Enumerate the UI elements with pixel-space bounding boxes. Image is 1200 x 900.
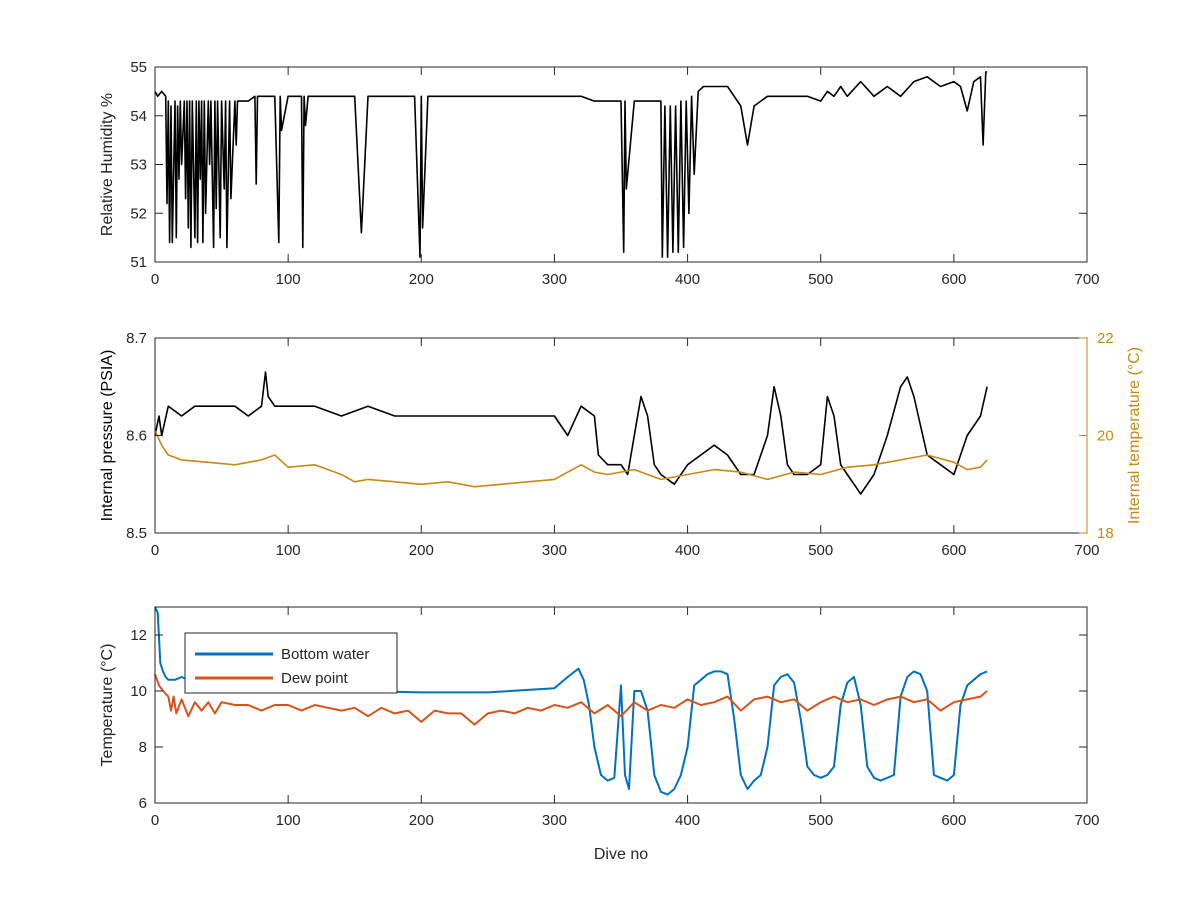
plot-frame (154, 606, 1088, 804)
y-tick-label: 53 (130, 157, 147, 174)
plot-frame (154, 337, 1088, 534)
y-tick-label: 8.5 (126, 525, 147, 542)
x-tick-label: 200 (409, 812, 434, 829)
chart-panel-1: 0 100 200 300 400 500 600 700 51 52 53 54 55 Relative… (99, 59, 1100, 288)
x-tick-label: 400 (675, 271, 700, 288)
series-line-2-1 (154, 371, 988, 495)
legend-label: Dew point (281, 670, 349, 687)
y-axis-title: Relative Humidity % (99, 93, 116, 236)
x-tick-label: 300 (542, 812, 567, 829)
legend-box (184, 632, 398, 694)
x-tick-label: 700 (1074, 271, 1099, 288)
x-tick-label: 0 (151, 542, 159, 559)
x-tick-label: 600 (941, 812, 966, 829)
y-tick-label: 6 (139, 795, 147, 812)
x-tick-label: 100 (276, 542, 301, 559)
y-tick-label: 8.6 (126, 428, 147, 445)
chart-panel-2: 0 100 200 300 400 500 600 700 8.5 8.6 8.7 18 20 22 Int… (99, 330, 1143, 559)
x-tick-label: 500 (808, 271, 833, 288)
x-tick-label: 300 (542, 271, 567, 288)
y-axis-title: Temperature (°C) (99, 644, 116, 767)
y-tick-label: 10 (130, 683, 147, 700)
x-tick-label: 600 (941, 271, 966, 288)
y-right-tick-label: 18 (1097, 525, 1114, 542)
y-tick-label: 52 (130, 205, 147, 222)
y-tick-label: 12 (130, 627, 147, 644)
y-tick-label: 8.7 (126, 330, 147, 347)
y-right-tick-label: 20 (1097, 428, 1114, 445)
y-tick-label: 55 (130, 59, 147, 76)
x-tick-label: 300 (542, 542, 567, 559)
x-tick-label: 600 (941, 542, 966, 559)
y-tick-label: 8 (139, 739, 147, 756)
x-axis-title: Dive no (594, 846, 648, 863)
x-tick-label: 400 (675, 812, 700, 829)
x-tick-label: 500 (808, 812, 833, 829)
y-axis-right-title: Internal temperature (°C) (1126, 347, 1143, 524)
x-tick-label: 700 (1074, 542, 1099, 559)
legend-label: Bottom water (281, 646, 369, 663)
x-tick-label: 400 (675, 542, 700, 559)
x-tick-label: 100 (276, 271, 301, 288)
x-tick-label: 200 (409, 542, 434, 559)
y-axis-title: Internal pressure (PSIA) (99, 350, 116, 522)
y-tick-label: 51 (130, 254, 147, 271)
x-tick-label: 100 (276, 812, 301, 829)
x-tick-label: 0 (151, 271, 159, 288)
chart-panel-3: 0 100 200 300 400 500 600 700 6 8 10 12 Temperature … (99, 606, 1100, 863)
series-line-bottom-water (154, 606, 988, 796)
x-tick-label: 200 (409, 271, 434, 288)
x-tick-label: 500 (808, 542, 833, 559)
y-right-tick-label: 22 (1097, 330, 1114, 347)
x-tick-label: 700 (1074, 812, 1099, 829)
series-line-2-2 (154, 430, 988, 488)
series-line-dew-point (154, 673, 988, 726)
series-line-1-1 (154, 71, 988, 258)
x-tick-label: 0 (151, 812, 159, 829)
y-tick-label: 54 (130, 108, 147, 125)
